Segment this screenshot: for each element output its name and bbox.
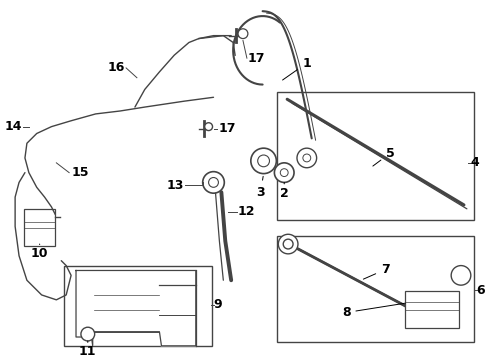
Circle shape (278, 234, 297, 254)
Circle shape (81, 327, 95, 341)
Circle shape (280, 169, 287, 176)
Bar (404, 291, 458, 328)
Circle shape (257, 155, 269, 167)
Text: 13: 13 (166, 179, 183, 192)
Text: 17: 17 (218, 122, 235, 135)
Circle shape (283, 239, 292, 249)
Text: 4: 4 (470, 156, 479, 169)
Circle shape (208, 177, 218, 187)
Polygon shape (76, 270, 195, 346)
Bar (64, 266, 211, 346)
Text: 9: 9 (213, 298, 222, 311)
Text: 6: 6 (476, 284, 485, 297)
Text: 7: 7 (363, 263, 389, 279)
Circle shape (203, 172, 224, 193)
Text: 16: 16 (107, 62, 125, 75)
Circle shape (296, 148, 316, 168)
Text: 3: 3 (256, 176, 264, 199)
Text: 11: 11 (79, 341, 96, 358)
Text: 8: 8 (341, 303, 405, 319)
Text: 1: 1 (282, 57, 310, 80)
Circle shape (238, 29, 247, 39)
Text: 5: 5 (372, 147, 394, 166)
Text: 10: 10 (31, 244, 48, 260)
Circle shape (302, 154, 310, 162)
Text: 12: 12 (238, 205, 255, 218)
Text: 15: 15 (71, 166, 88, 179)
Bar (24, 209, 55, 246)
Circle shape (204, 123, 212, 131)
Text: 17: 17 (247, 51, 265, 65)
Text: 2: 2 (279, 183, 288, 200)
Text: 14: 14 (4, 120, 22, 133)
Circle shape (274, 163, 293, 183)
Circle shape (250, 148, 276, 174)
Circle shape (450, 266, 470, 285)
Bar (277, 236, 473, 342)
Bar (277, 93, 473, 220)
